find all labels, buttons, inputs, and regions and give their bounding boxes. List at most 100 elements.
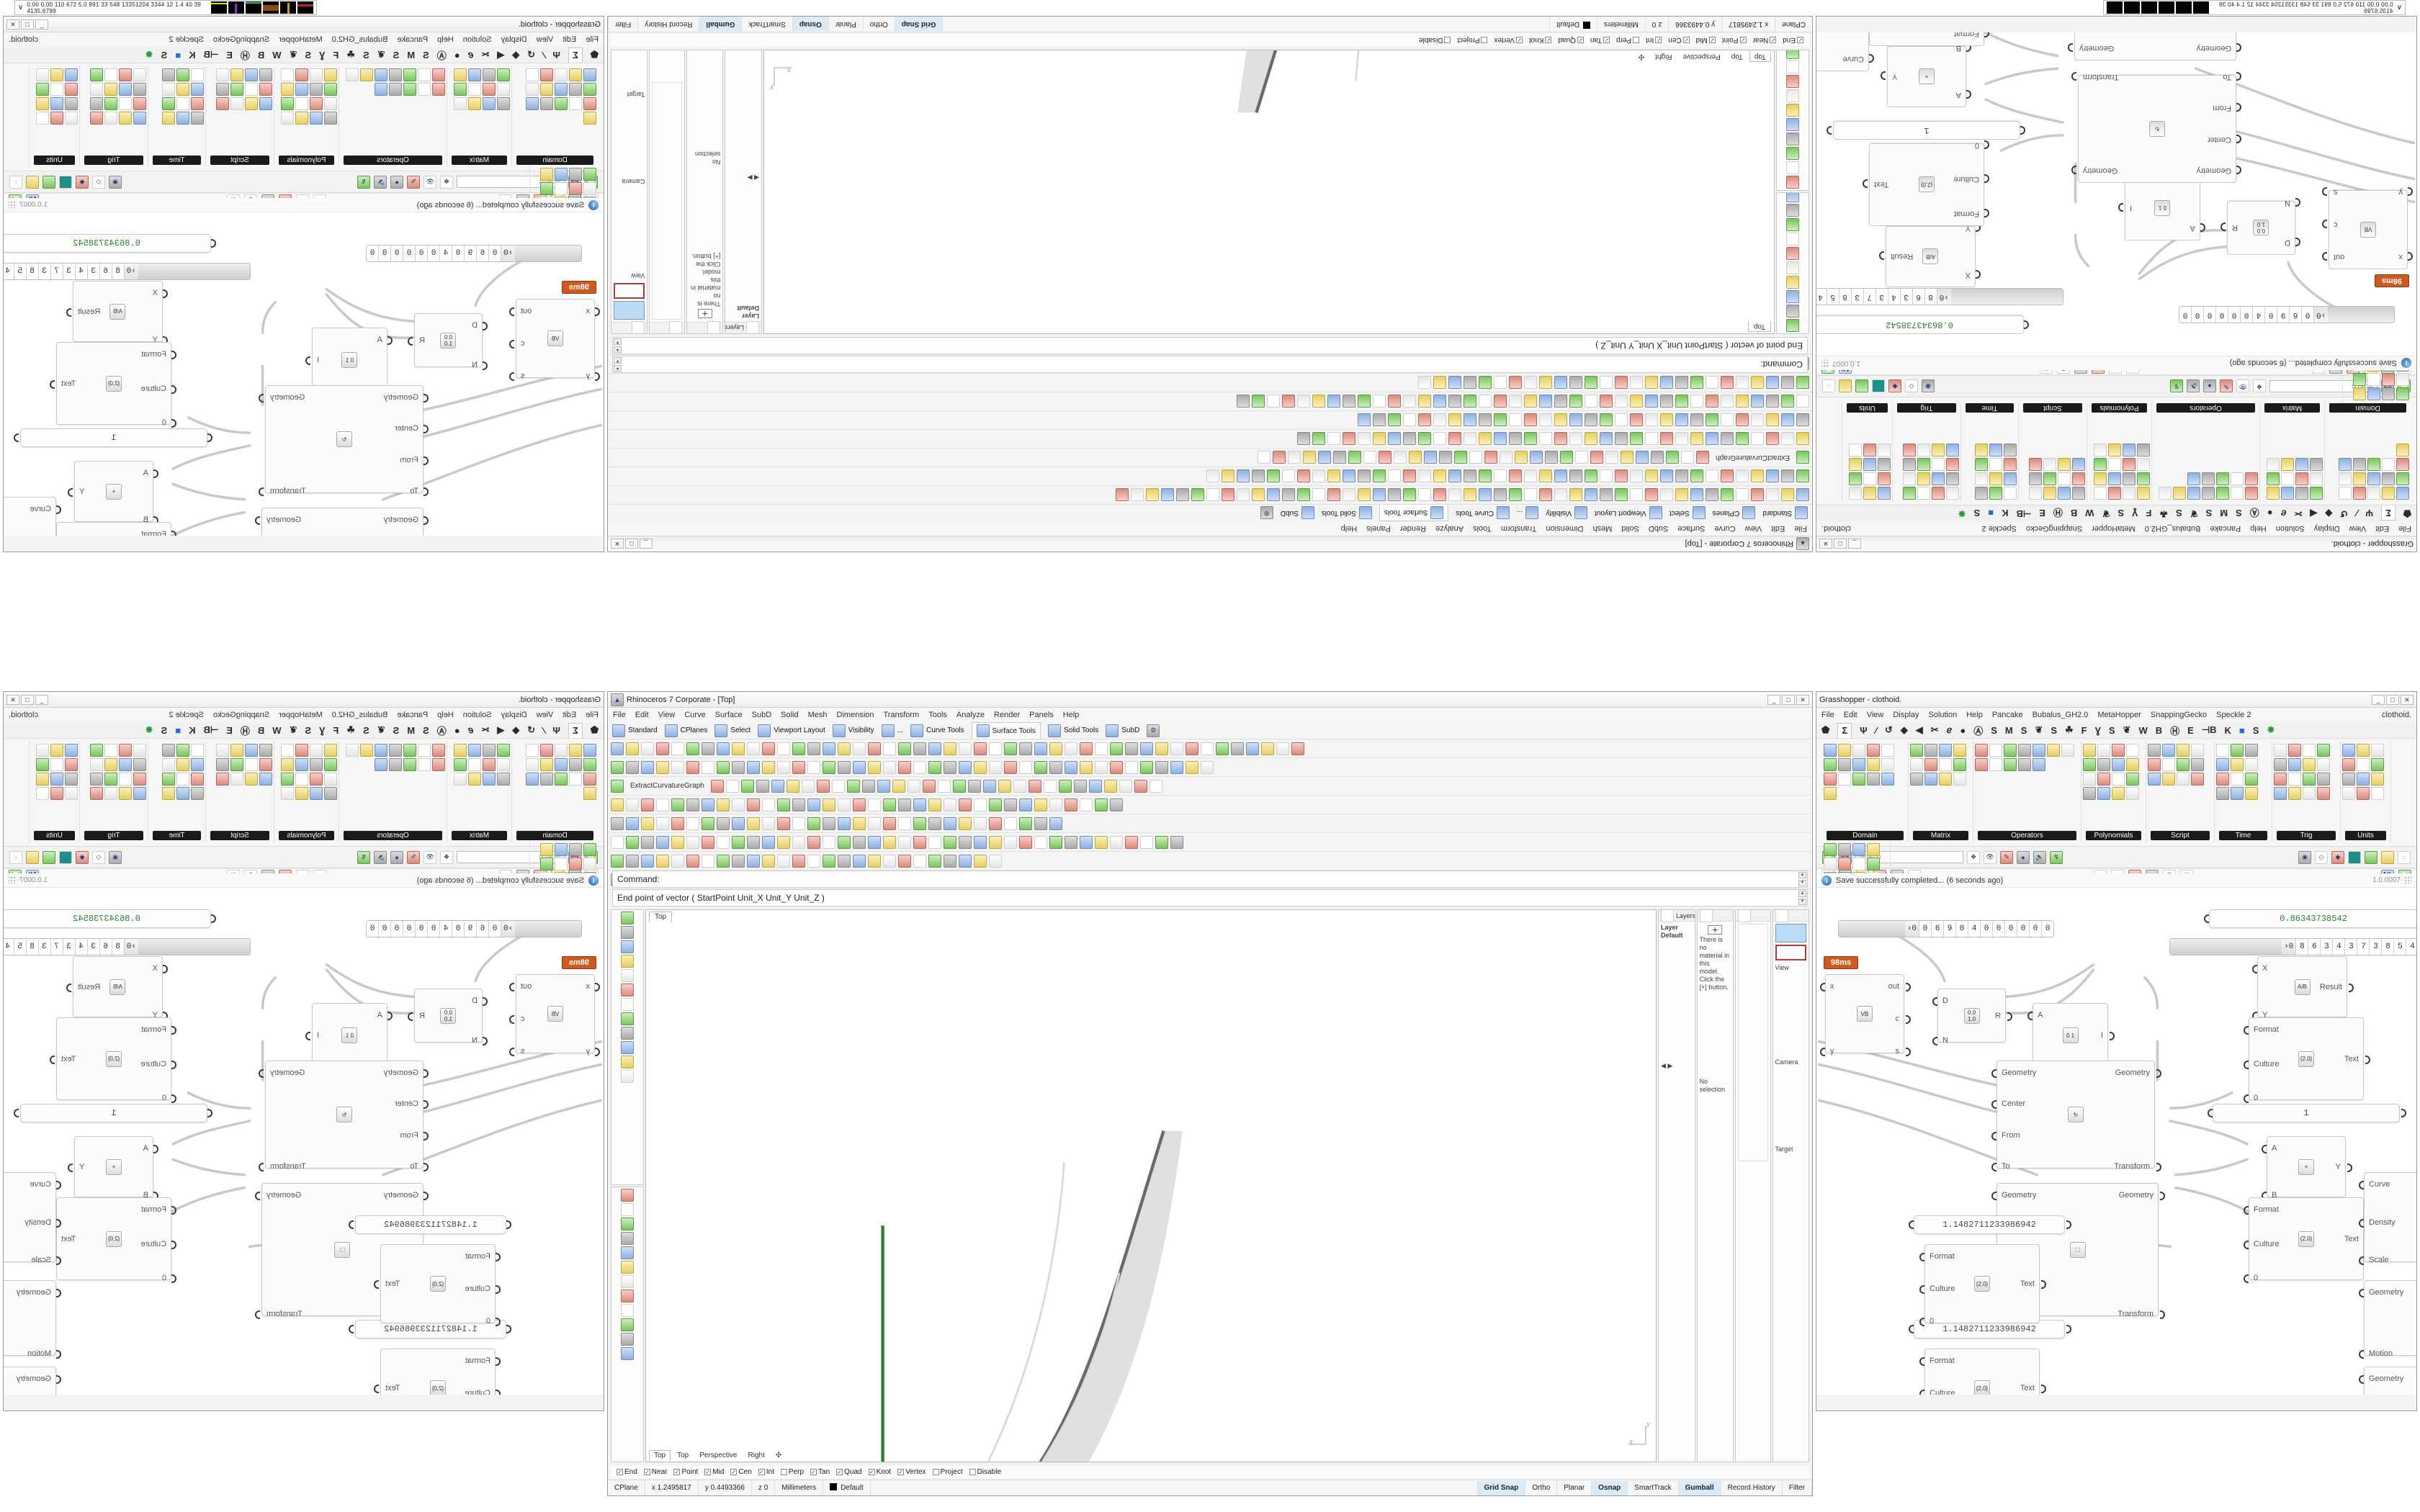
gh-menu-item-pancake[interactable]: Pancake	[1991, 711, 2023, 719]
gh-tab-9[interactable]: ●	[454, 49, 460, 60]
rhino-tab--[interactable]: ...	[897, 726, 904, 734]
toolbar-icon[interactable]	[2231, 472, 2244, 485]
gh-menu-item-bubalus-gh2-0[interactable]: Bubalus_GH2.0	[2144, 524, 2201, 533]
toolbar-icon[interactable]	[1600, 395, 1613, 408]
toolbar-icon[interactable]	[1903, 444, 1916, 456]
status-toggle-ortho[interactable]: Ortho	[1525, 1480, 1558, 1495]
toolbar-icon[interactable]	[1494, 469, 1507, 483]
slider-digit[interactable]: 0	[403, 921, 416, 937]
toolbar-icon[interactable]	[1554, 376, 1567, 390]
sketch-icon[interactable]: ●	[390, 175, 403, 189]
toolbar-icon[interactable]	[853, 816, 866, 830]
toolbar-icon[interactable]	[621, 984, 634, 996]
toolbar-icon[interactable]	[2094, 472, 2107, 485]
slider-digit[interactable]: 7	[1863, 289, 1876, 305]
toolbar-icon[interactable]	[1524, 432, 1537, 446]
gh-value-display[interactable]: 0.86343738542	[1816, 315, 2029, 334]
toolbar-icon[interactable]	[702, 816, 714, 830]
toolbar-icon[interactable]	[2083, 787, 2096, 800]
toolbar-icon[interactable]	[1924, 758, 1937, 771]
toolbar-icon[interactable]	[2267, 487, 2280, 500]
gh-tab-21[interactable]: W	[272, 49, 282, 60]
toolbar-icon[interactable]	[259, 83, 272, 96]
toolbar-icon[interactable]	[626, 816, 639, 830]
gh-component-addition-a[interactable]: A B Y +	[68, 461, 158, 525]
toolbar-icon[interactable]	[583, 773, 596, 786]
rhino-tab-visibility[interactable]: Visibility	[1546, 509, 1572, 517]
toolbar-icon[interactable]	[259, 773, 272, 786]
toolbar-icon[interactable]	[1878, 487, 1891, 500]
toolbar-icon[interactable]	[898, 854, 911, 868]
toolbar-icon[interactable]	[1103, 779, 1117, 793]
rhino-tab-solid-tools[interactable]: Solid Tools	[1064, 726, 1099, 734]
toolbar-icon[interactable]	[861, 779, 875, 793]
toolbar-icon[interactable]	[686, 742, 699, 755]
gh-panel-label-domain[interactable]: Domain	[516, 156, 593, 165]
toolbar-icon[interactable]	[2094, 487, 2107, 500]
component-port[interactable]	[374, 1280, 379, 1289]
gh-panel-one[interactable]: 1	[1827, 121, 2025, 140]
gh-tab-19[interactable]: S	[305, 724, 312, 736]
toolbar-icon[interactable]	[1258, 451, 1271, 464]
toolbar-icon[interactable]	[1539, 469, 1552, 483]
toolbar-icon[interactable]	[762, 816, 775, 830]
gh-component-orient[interactable]: Geometry Center From To Geometry Transform ↻	[2071, 72, 2241, 183]
component-port[interactable]	[2359, 1181, 2364, 1189]
slider-digit[interactable]: 4	[1968, 921, 1980, 937]
toolbar-icon[interactable]	[1824, 773, 1837, 786]
toolbar-icon[interactable]	[1343, 488, 1355, 502]
toolbar-icon[interactable]	[762, 798, 775, 811]
slider-digit[interactable]: 0	[489, 246, 501, 261]
toolbar-icon[interactable]	[1924, 773, 1937, 786]
toolbar-icon[interactable]	[1155, 760, 1168, 774]
slider-digit[interactable]: 0	[367, 921, 379, 937]
toolbar-icon[interactable]	[1216, 742, 1229, 755]
rhino-toolbar-solid[interactable]	[608, 814, 1812, 833]
gh-tab-4[interactable]: ↺	[527, 724, 536, 735]
preview-transparent-icon[interactable]	[1839, 379, 1852, 393]
panel-header[interactable]	[687, 321, 723, 334]
component-port[interactable]	[2071, 166, 2076, 174]
gh-tab-16[interactable]: ☘	[2064, 724, 2074, 735]
gh-panel-icons[interactable]	[2215, 742, 2272, 801]
gh-panel-icons[interactable]	[30, 67, 79, 126]
toolbar-icon[interactable]	[90, 97, 103, 110]
toolbar-icon[interactable]	[621, 926, 634, 939]
toolbar-icon[interactable]	[1080, 760, 1093, 774]
toolbar-icon[interactable]	[928, 816, 941, 830]
toolbar-icon[interactable]	[1140, 760, 1153, 774]
gh-menu-item-help[interactable]: Help	[437, 35, 454, 44]
resize-grip-icon[interactable]	[2405, 877, 2411, 883]
toolbar-icon[interactable]	[2004, 487, 2017, 500]
toolbar-icon[interactable]	[2371, 787, 2384, 800]
osnap-end[interactable]: ✓ End	[617, 1468, 637, 1476]
toolbar-icon[interactable]	[747, 835, 760, 849]
slider-digit[interactable]: 0	[379, 246, 391, 261]
toolbar-icon[interactable]	[90, 112, 103, 125]
toolbar-icon[interactable]	[133, 97, 146, 110]
toolbar-icon[interactable]	[119, 68, 132, 81]
gh-component-scale-nu-2[interactable]: GeometryPlaneScale XGeometryTransform⬚	[2359, 1367, 2416, 1395]
preview-transparent-icon[interactable]	[26, 175, 39, 189]
toolbar-icon[interactable]	[1751, 413, 1764, 427]
toolbar-icon[interactable]	[1034, 816, 1047, 830]
minimize-icon[interactable]: _	[35, 694, 48, 705]
toolbar-icon[interactable]	[913, 816, 926, 830]
toolbar-icon[interactable]	[310, 773, 323, 786]
toolbar-icon[interactable]	[375, 744, 387, 757]
toolbar-icon[interactable]	[104, 83, 117, 96]
toolbar-icon[interactable]	[324, 773, 337, 786]
toolbar-icon[interactable]	[540, 83, 553, 96]
slider-digit[interactable]: 9	[465, 921, 477, 937]
toolbar-icon[interactable]	[2267, 472, 2280, 485]
toolbar-icon[interactable]	[1388, 469, 1401, 483]
toolbar-icon[interactable]	[732, 816, 745, 830]
toolbar-icon[interactable]	[569, 843, 582, 856]
toolbar-icon[interactable]	[877, 779, 890, 793]
component-port[interactable]	[506, 1220, 511, 1229]
slider-digit[interactable]: 6	[477, 921, 489, 937]
toolbar-icon[interactable]	[540, 758, 553, 771]
gh-panel-icons[interactable]	[447, 742, 511, 787]
toolbar-icon[interactable]	[2173, 487, 2186, 500]
